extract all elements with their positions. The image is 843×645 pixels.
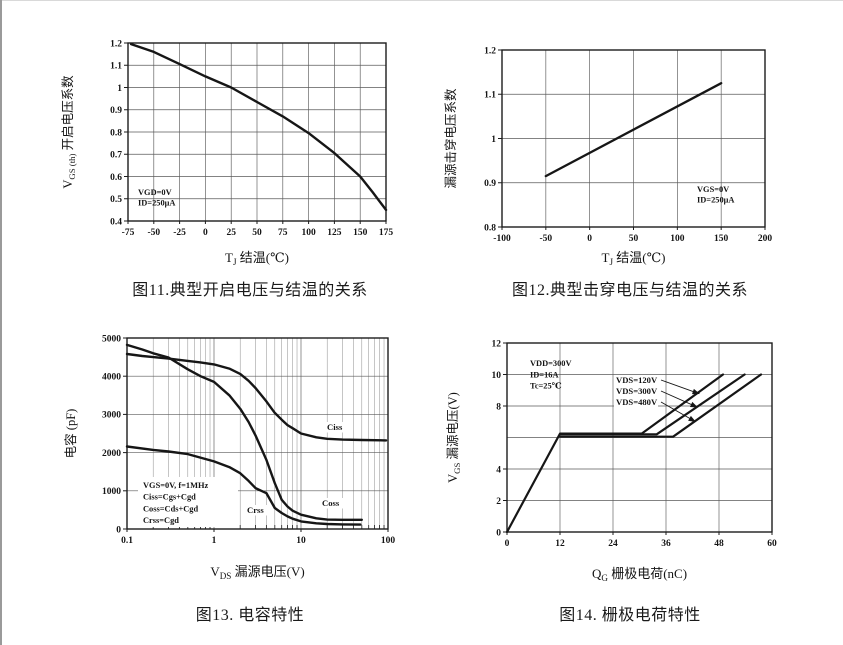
figure11-caption: 图11.典型开启电压与结温的关系 bbox=[132, 282, 368, 299]
svg-text:0.8: 0.8 bbox=[484, 223, 496, 233]
svg-text:1000: 1000 bbox=[102, 487, 121, 497]
svg-text:150: 150 bbox=[714, 234, 729, 244]
svg-text:0: 0 bbox=[116, 525, 121, 535]
svg-text:48: 48 bbox=[714, 539, 724, 549]
svg-text:36: 36 bbox=[661, 539, 671, 549]
svg-text:100: 100 bbox=[670, 234, 685, 244]
svg-text:25: 25 bbox=[226, 228, 236, 238]
svg-text:VGS 漏源电压(V): VGS 漏源电压(V) bbox=[445, 392, 462, 483]
svg-text:Crss: Crss bbox=[247, 505, 264, 515]
svg-text:5000: 5000 bbox=[102, 334, 121, 344]
svg-text:VGS=0V: VGS=0V bbox=[697, 185, 729, 194]
figure12-breakdown-voltage-chart: -100 -50 0 50 100 150 200 0.8 0.9 1 1.1 1.2 VGS=0V ID… bbox=[443, 46, 773, 267]
svg-text:ID=250μA: ID=250μA bbox=[697, 196, 734, 205]
svg-text:100: 100 bbox=[381, 536, 396, 546]
svg-text:0: 0 bbox=[587, 234, 592, 244]
coss-curve bbox=[125, 343, 363, 522]
svg-text:1: 1 bbox=[212, 536, 217, 546]
svg-text:50: 50 bbox=[252, 228, 262, 238]
svg-text:3000: 3000 bbox=[102, 411, 121, 421]
svg-text:100: 100 bbox=[301, 228, 316, 238]
svg-text:-50: -50 bbox=[147, 228, 160, 238]
svg-text:0.6: 0.6 bbox=[110, 173, 122, 183]
svg-text:175: 175 bbox=[379, 228, 394, 238]
svg-text:0: 0 bbox=[505, 539, 510, 549]
svg-text:0.8: 0.8 bbox=[110, 128, 122, 138]
svg-text:60: 60 bbox=[767, 539, 777, 549]
svg-text:0: 0 bbox=[203, 228, 208, 238]
figure13-caption: 图13. 电容特性 bbox=[195, 607, 305, 624]
svg-text:TJ 结温(℃): TJ 结温(℃) bbox=[602, 250, 666, 267]
figure14-gate-charge-chart: 0 12 24 36 48 6002481012VDD=300VID=16ATc=25℃V… bbox=[445, 339, 777, 583]
svg-text:4000: 4000 bbox=[102, 373, 121, 383]
figure11-threshold-voltage-chart: -75 -50 -25 0 25 50 75 100 125 150 175 0.4 0.5 0.6 0.7… bbox=[60, 39, 394, 267]
svg-text:Tc=25℃: Tc=25℃ bbox=[530, 382, 562, 391]
svg-text:-100: -100 bbox=[493, 234, 511, 244]
svg-text:VGS (th) 开启电压系数: VGS (th) 开启电压系数 bbox=[60, 75, 77, 189]
svg-text:2000: 2000 bbox=[102, 449, 121, 459]
svg-text:Ciss: Ciss bbox=[327, 422, 343, 432]
svg-text:10: 10 bbox=[492, 371, 502, 381]
svg-text:75: 75 bbox=[278, 228, 288, 238]
svg-text:200: 200 bbox=[758, 234, 773, 244]
svg-text:Crss=Cgd: Crss=Cgd bbox=[143, 516, 179, 525]
page-left-edge-line bbox=[0, 0, 2, 645]
crss-curve bbox=[125, 445, 362, 526]
svg-text:VGS=0V, f=1MHz: VGS=0V, f=1MHz bbox=[143, 481, 209, 490]
svg-text:12: 12 bbox=[492, 339, 502, 349]
svg-text:VDS=120V: VDS=120V bbox=[616, 375, 658, 385]
ciss-curve bbox=[125, 352, 388, 442]
svg-text:0.7: 0.7 bbox=[110, 151, 122, 161]
svg-text:漏源击穿电压系数: 漏源击穿电压系数 bbox=[443, 88, 458, 189]
gate-charge-vds-300v bbox=[558, 373, 746, 436]
svg-text:Coss=Cds+Cgd: Coss=Cds+Cgd bbox=[143, 504, 198, 513]
svg-text:0.1: 0.1 bbox=[121, 536, 133, 546]
svg-text:1: 1 bbox=[117, 84, 122, 94]
svg-text:1: 1 bbox=[491, 135, 496, 145]
svg-text:-50: -50 bbox=[539, 234, 552, 244]
svg-text:QG 栅极电荷(nC): QG 栅极电荷(nC) bbox=[592, 566, 687, 583]
svg-text:4: 4 bbox=[496, 465, 501, 475]
svg-text:VDS=300V: VDS=300V bbox=[616, 386, 658, 396]
svg-text:0.4: 0.4 bbox=[110, 217, 122, 227]
svg-text:VDS 漏源电压(V): VDS 漏源电压(V) bbox=[210, 564, 304, 581]
svg-text:8: 8 bbox=[496, 402, 501, 412]
svg-text:1.1: 1.1 bbox=[110, 62, 122, 72]
svg-text:125: 125 bbox=[327, 228, 342, 238]
svg-text:150: 150 bbox=[353, 228, 368, 238]
svg-text:VDD=300V: VDD=300V bbox=[530, 359, 572, 368]
svg-text:VDS=480V: VDS=480V bbox=[616, 397, 658, 407]
figure14-caption: 图14. 栅极电荷特性 bbox=[559, 607, 701, 624]
svg-text:0.9: 0.9 bbox=[110, 106, 122, 116]
svg-text:10: 10 bbox=[296, 536, 306, 546]
figure12-caption: 图12.典型击穿电压与结温的关系 bbox=[511, 282, 748, 299]
svg-text:ID=16A: ID=16A bbox=[530, 370, 559, 379]
svg-text:1.1: 1.1 bbox=[484, 91, 496, 101]
gate-charge-vds-480v bbox=[558, 373, 763, 438]
svg-text:0: 0 bbox=[496, 528, 501, 538]
svg-text:Ciss=Cgs+Cgd: Ciss=Cgs+Cgd bbox=[143, 493, 196, 502]
svg-text:VGD=0V: VGD=0V bbox=[138, 188, 172, 197]
svg-text:Coss: Coss bbox=[322, 498, 340, 508]
svg-text:ID=250μA: ID=250μA bbox=[138, 199, 175, 208]
svg-text:-25: -25 bbox=[173, 228, 186, 238]
svg-text:50: 50 bbox=[629, 234, 639, 244]
vgs-th-coefficient bbox=[129, 42, 388, 212]
svg-text:电容 (pF): 电容 (pF) bbox=[63, 409, 78, 459]
svg-text:-75: -75 bbox=[122, 228, 135, 238]
svg-text:12: 12 bbox=[555, 539, 565, 549]
svg-text:24: 24 bbox=[608, 539, 618, 549]
svg-text:TJ 结温(℃): TJ 结温(℃) bbox=[225, 250, 289, 267]
page-top-edge-line bbox=[0, 0, 843, 1]
svg-text:1.2: 1.2 bbox=[484, 46, 496, 56]
svg-text:1.2: 1.2 bbox=[110, 39, 122, 49]
svg-text:0.9: 0.9 bbox=[484, 179, 496, 189]
svg-text:2: 2 bbox=[496, 497, 501, 507]
breakdown-voltage-coefficient bbox=[544, 82, 723, 178]
svg-text:0.5: 0.5 bbox=[110, 195, 122, 205]
